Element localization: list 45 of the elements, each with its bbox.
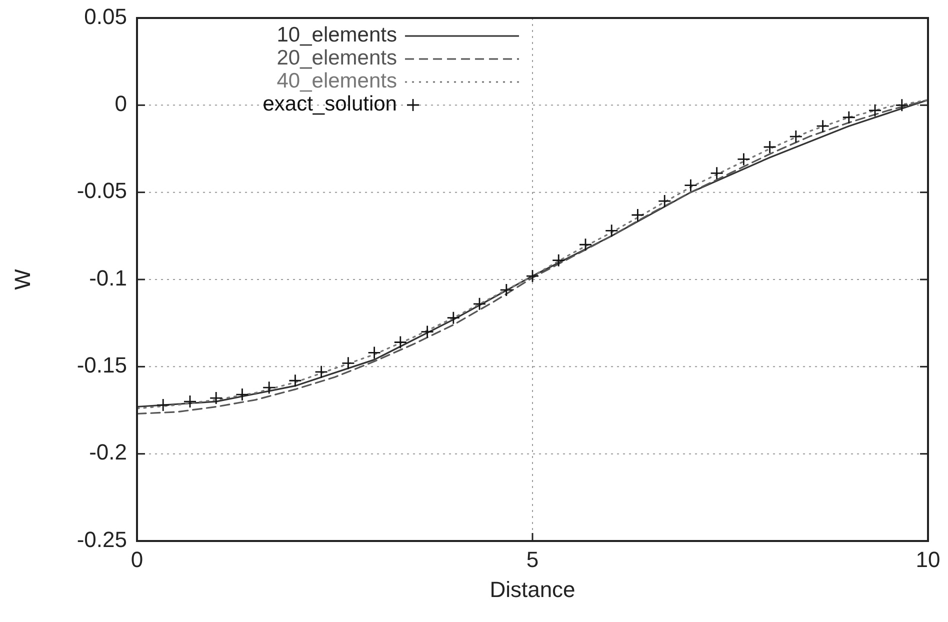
point bbox=[658, 194, 672, 208]
point bbox=[262, 380, 276, 394]
point bbox=[684, 178, 698, 192]
point bbox=[578, 238, 592, 252]
point bbox=[368, 346, 381, 360]
point bbox=[314, 365, 328, 379]
text: 10_elements bbox=[276, 24, 397, 47]
point bbox=[156, 398, 170, 412]
point bbox=[895, 98, 909, 112]
point bbox=[631, 208, 644, 222]
point bbox=[446, 311, 460, 325]
point bbox=[394, 336, 408, 349]
point bbox=[604, 224, 618, 238]
y-tick-label: -0.15 bbox=[76, 352, 127, 378]
y-axis-title: W bbox=[10, 268, 35, 290]
point bbox=[288, 374, 302, 388]
x-tick-label: 5 bbox=[526, 547, 539, 572]
point bbox=[552, 254, 566, 268]
point bbox=[842, 110, 856, 124]
x-tick-label: 0 bbox=[130, 547, 144, 572]
text: 20_elements bbox=[276, 46, 397, 70]
point bbox=[500, 283, 514, 297]
point bbox=[341, 356, 355, 370]
y-tick-label: -0.2 bbox=[89, 440, 127, 465]
point bbox=[789, 130, 803, 144]
y-tick-label: -0.1 bbox=[89, 265, 127, 290]
y-tick-label: 0 bbox=[114, 90, 127, 116]
point bbox=[710, 166, 724, 180]
point bbox=[868, 104, 882, 118]
point bbox=[816, 119, 830, 133]
legend-label: exact_solution bbox=[262, 92, 397, 116]
point bbox=[736, 152, 750, 166]
y-tick-label: 0.05 bbox=[84, 4, 127, 29]
point bbox=[183, 394, 197, 408]
x-axis-title: Distance bbox=[490, 577, 576, 602]
x-tick-label: 10 bbox=[916, 547, 940, 572]
y-tick-label: -0.25 bbox=[76, 526, 127, 552]
point bbox=[472, 297, 486, 311]
point bbox=[420, 325, 434, 338]
y-tick-label: -0.05 bbox=[76, 178, 127, 204]
point bbox=[209, 391, 223, 405]
point bbox=[526, 269, 540, 283]
text: 40_elements bbox=[276, 70, 397, 93]
point bbox=[763, 140, 776, 154]
point bbox=[236, 388, 249, 402]
